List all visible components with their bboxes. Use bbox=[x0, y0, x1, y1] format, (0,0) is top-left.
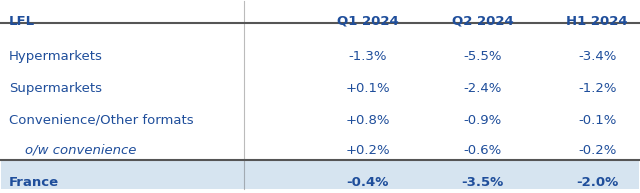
Text: -3.4%: -3.4% bbox=[578, 50, 616, 63]
Text: -1.2%: -1.2% bbox=[578, 82, 616, 95]
Text: -0.9%: -0.9% bbox=[463, 114, 502, 127]
Text: +0.8%: +0.8% bbox=[346, 114, 390, 127]
Text: +0.1%: +0.1% bbox=[346, 82, 390, 95]
Text: Convenience/Other formats: Convenience/Other formats bbox=[9, 114, 194, 127]
Text: -0.4%: -0.4% bbox=[347, 176, 389, 189]
Text: Supermarkets: Supermarkets bbox=[9, 82, 102, 95]
Text: +0.2%: +0.2% bbox=[346, 144, 390, 157]
Text: -1.3%: -1.3% bbox=[349, 50, 387, 63]
Text: -2.4%: -2.4% bbox=[463, 82, 502, 95]
Text: -0.2%: -0.2% bbox=[578, 144, 616, 157]
Text: -3.5%: -3.5% bbox=[461, 176, 504, 189]
Text: o/w convenience: o/w convenience bbox=[25, 144, 136, 157]
Text: -5.5%: -5.5% bbox=[463, 50, 502, 63]
Text: LFL: LFL bbox=[9, 14, 35, 28]
Text: H1 2024: H1 2024 bbox=[566, 14, 628, 28]
Text: -0.6%: -0.6% bbox=[463, 144, 502, 157]
Text: France: France bbox=[9, 176, 59, 189]
Text: Hypermarkets: Hypermarkets bbox=[9, 50, 103, 63]
Text: Q1 2024: Q1 2024 bbox=[337, 14, 399, 28]
FancyBboxPatch shape bbox=[1, 160, 639, 189]
Text: -0.1%: -0.1% bbox=[578, 114, 616, 127]
Text: -2.0%: -2.0% bbox=[576, 176, 618, 189]
Text: Q2 2024: Q2 2024 bbox=[452, 14, 513, 28]
